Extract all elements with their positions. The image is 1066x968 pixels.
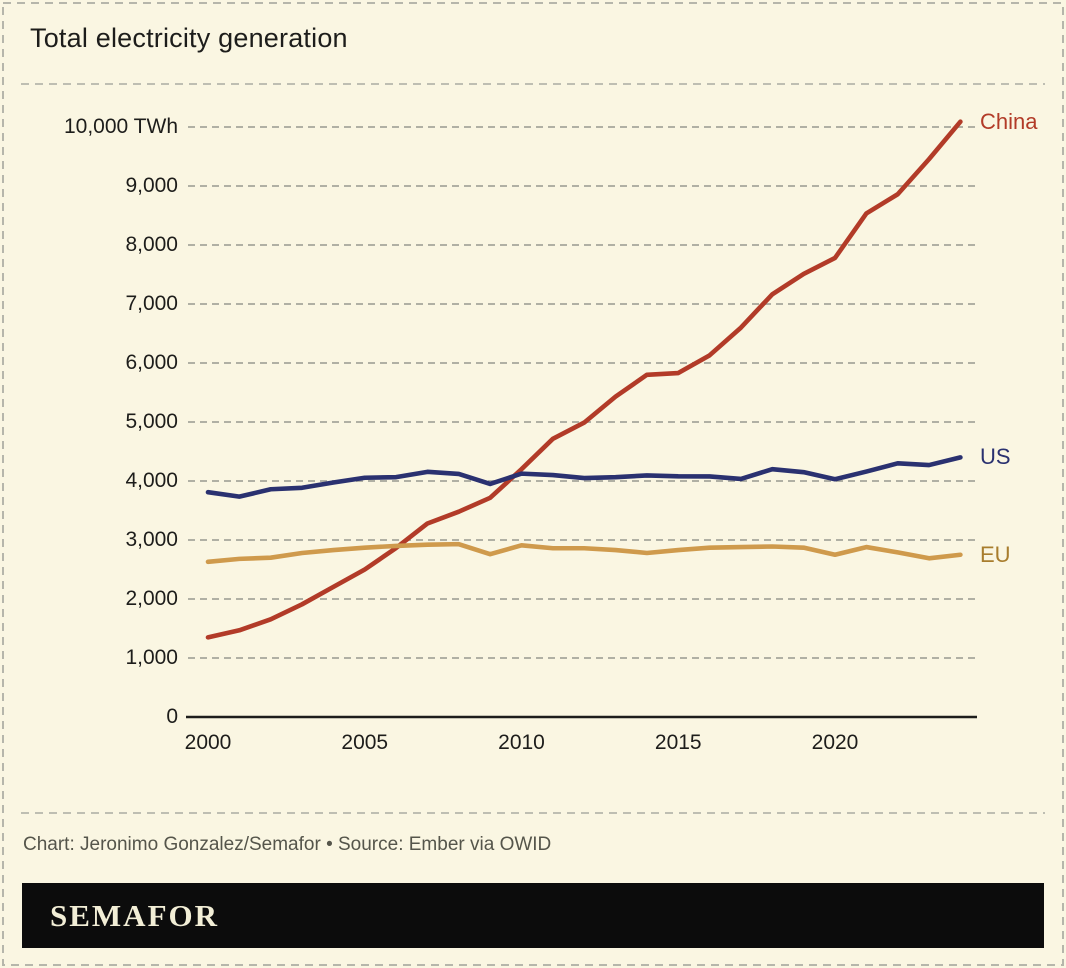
y-axis-tick-label: 0 [166, 705, 178, 728]
series-label-eu: EU [980, 541, 1011, 567]
brand-bar: SEMAFOR [22, 883, 1044, 948]
series-label-us: US [980, 444, 1011, 470]
y-axis-tick-label: 5,000 [125, 410, 178, 433]
gridline-layer [186, 126, 977, 719]
y-axis-tick-label: 4,000 [125, 469, 178, 492]
x-axis-tick-label: 2000 [184, 731, 232, 754]
series-line-china [205, 119, 963, 640]
y-axis-tick-label: 3,000 [125, 528, 178, 551]
chart-attribution: Chart: Jeronimo Gonzalez/Semafor • Sourc… [23, 834, 552, 855]
series-line-eu [205, 541, 963, 565]
y-axis-tick-label: 7,000 [125, 292, 178, 315]
y-axis-tick-label: 2,000 [125, 587, 178, 610]
y-axis-tick-label: 1,000 [125, 646, 178, 669]
chart-title: Total electricity generation [30, 23, 348, 53]
y-axis-tick-label: 6,000 [125, 351, 178, 374]
x-axis-tick-label: 2015 [654, 731, 702, 754]
series-line-us [205, 455, 963, 499]
y-axis-tick-label: 9,000 [125, 174, 178, 197]
brand-logo-semafor: SEMAFOR [50, 898, 219, 933]
series-line-layer [205, 119, 963, 640]
y-axis-tick-label: 8,000 [125, 233, 178, 256]
y-axis-tick-label: 10,000 TWh [63, 115, 178, 138]
series-label-china: China [980, 108, 1038, 134]
x-axis-tick-label: 2020 [811, 731, 859, 754]
x-axis-tick-label: 2010 [498, 731, 545, 754]
x-axis-tick-label: 2005 [341, 731, 389, 754]
